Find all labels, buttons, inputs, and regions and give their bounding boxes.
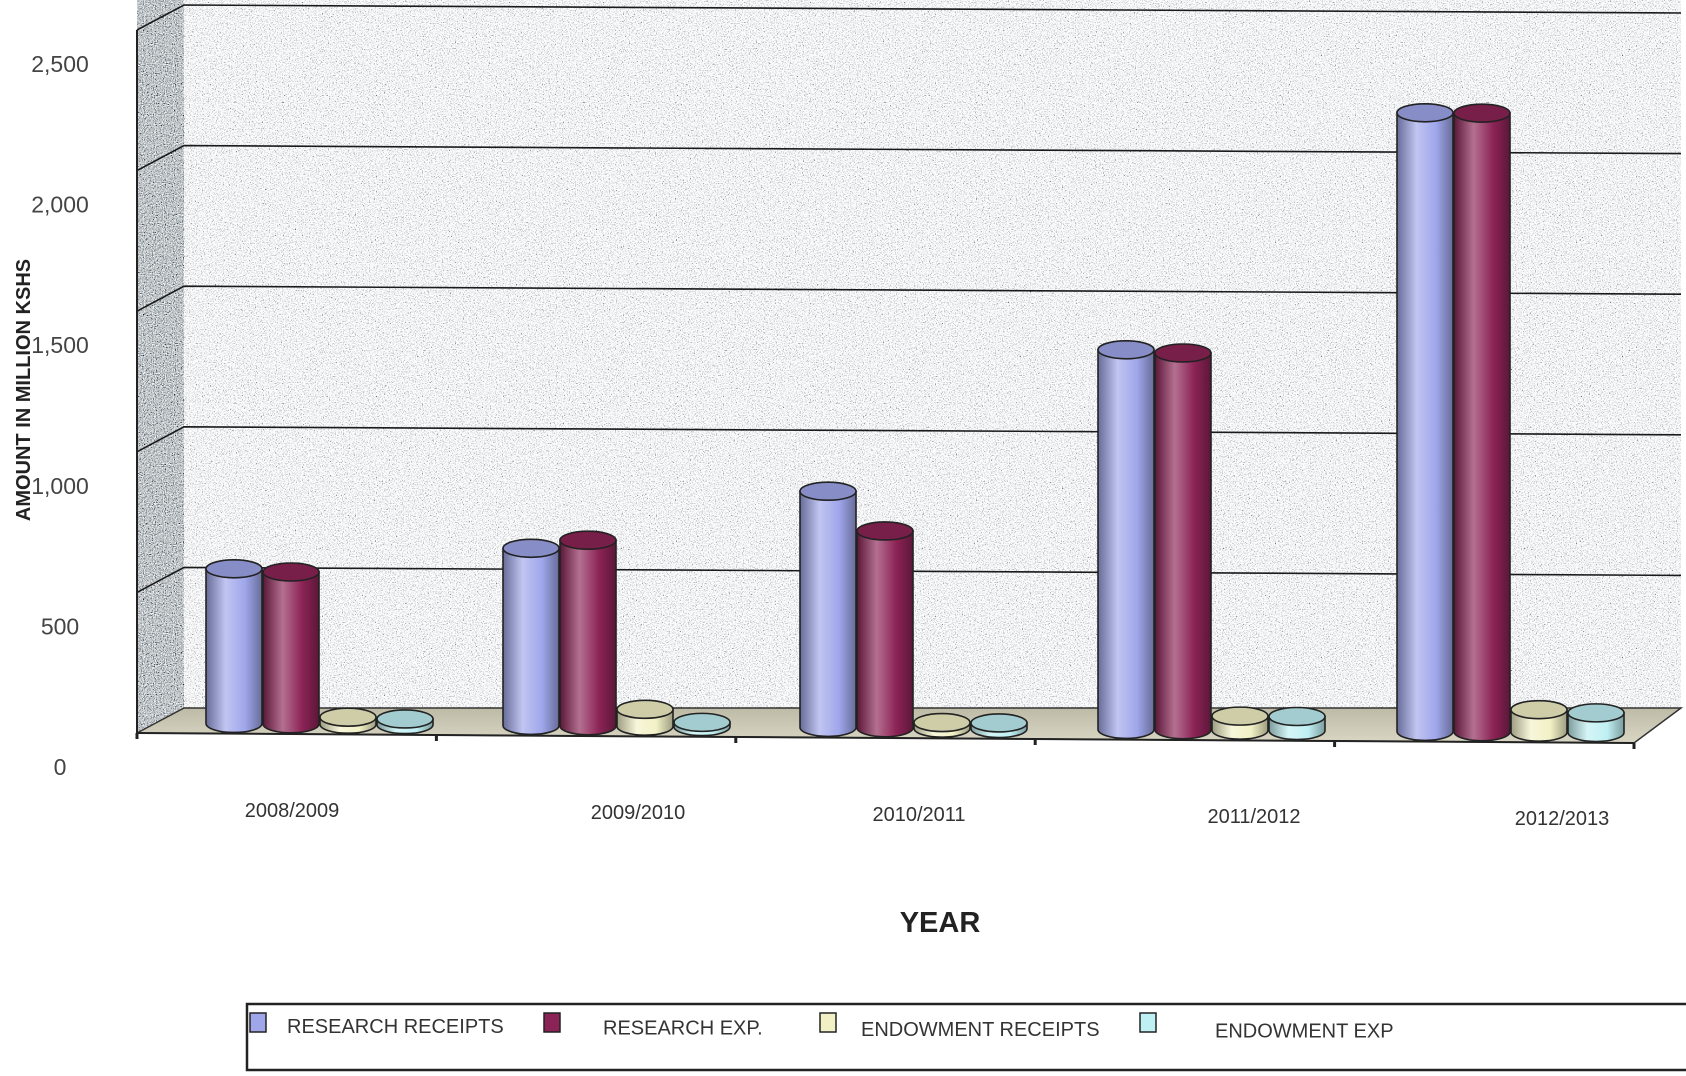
x-axis-label: YEAR	[900, 907, 981, 939]
y-tick-label: 1,500	[31, 332, 89, 358]
legend-box	[245, 1002, 1686, 1072]
bar-cap	[673, 712, 731, 733]
bar-body	[559, 539, 617, 736]
bar-cap	[1097, 339, 1155, 360]
bar-cylinder	[502, 538, 560, 736]
x-tick-label: 2010/2011	[872, 804, 965, 826]
x-tick-label: 2009/2010	[591, 802, 686, 824]
bar-cylinder	[673, 712, 731, 737]
bar-cap	[1268, 706, 1326, 727]
bar-cap	[502, 538, 560, 559]
bar-cylinder	[205, 559, 263, 734]
bar-cap	[1154, 343, 1212, 363]
bar-body	[1396, 111, 1454, 742]
gridline	[136, 144, 1682, 172]
gridline	[136, 285, 1682, 312]
y-axis-label: AMOUNT IN MILLION KSHS	[13, 259, 35, 521]
bar-cylinder	[970, 713, 1028, 739]
bar-cylinder	[1211, 706, 1269, 740]
legend-label: RESEARCH EXP.	[603, 1018, 763, 1040]
x-axis-line	[136, 732, 1635, 744]
y-tick-labels: 0 500 1,000 1,500 2,000 2,500	[31, 51, 89, 780]
bar-cylinder	[856, 521, 914, 738]
bar-cylinder	[319, 707, 377, 735]
bar-cylinder	[1510, 699, 1568, 742]
y-tick-label: 0	[54, 754, 67, 780]
x-tick-label: 2011/2012	[1207, 806, 1300, 828]
bar-cylinder	[376, 709, 434, 735]
bar-cylinder	[559, 530, 617, 736]
bar-cap	[970, 713, 1028, 733]
bar-cylinder	[1453, 103, 1511, 742]
bars	[205, 102, 1625, 743]
bar-cap	[262, 562, 320, 582]
y-tick-label: 2,000	[31, 192, 89, 218]
legend-label: ENDOWMENT RECEIPTS	[861, 1019, 1100, 1041]
legend-swatch	[543, 1012, 561, 1033]
bar-cap	[1396, 102, 1454, 123]
bar-cap	[1567, 703, 1625, 723]
bar-cap	[1510, 699, 1568, 720]
bar-cap	[913, 712, 971, 733]
axes	[135, 30, 1636, 749]
bar-body	[502, 547, 560, 736]
x-tick-label: 2012/2013	[1515, 808, 1610, 830]
bar-cap	[1453, 103, 1511, 123]
bar-cylinder	[616, 699, 674, 737]
bar-body	[1154, 352, 1212, 740]
bar-cap	[799, 481, 857, 502]
side-wall	[137, 0, 184, 733]
x-tick-labels: 2008/2009 2009/2010 2010/2011 2011/2012 2012…	[245, 800, 1610, 830]
legend-swatch	[1139, 1012, 1157, 1033]
y-tick-label: 500	[41, 613, 79, 639]
bar-cylinder	[262, 562, 320, 734]
bar-cap	[319, 707, 377, 727]
bar-cylinder	[799, 481, 857, 738]
back-wall	[184, 0, 1681, 708]
bar-cylinder	[1154, 343, 1212, 740]
x-tick-label: 2008/2009	[245, 800, 340, 822]
bar-cylinder	[1097, 339, 1155, 740]
bar-body	[1097, 348, 1155, 740]
legend-swatch	[249, 1012, 267, 1033]
legend: RESEARCH RECEIPTS RESEARCH EXP. ENDOWMENT …	[245, 1002, 1686, 1072]
bar-cap	[1211, 706, 1269, 726]
bar-cap	[856, 521, 914, 541]
bar-cylinder	[1396, 102, 1454, 742]
y-tick-label: 1,000	[31, 473, 89, 499]
legend-label: RESEARCH RECEIPTS	[287, 1016, 504, 1038]
bar-body	[262, 571, 320, 734]
legend-label: ENDOWMENT EXP	[1215, 1021, 1394, 1043]
bar-body	[1453, 112, 1511, 742]
legend-swatch	[819, 1012, 837, 1033]
bar-cylinder	[913, 712, 971, 738]
gridline	[136, 4, 1682, 31]
bar-cylinder	[1567, 703, 1625, 743]
bar-cap	[559, 530, 617, 551]
bar-cap	[616, 699, 674, 720]
bar-body	[799, 490, 857, 738]
bar-cap	[376, 709, 434, 729]
y-tick-label: 2,500	[31, 51, 89, 77]
bar-cap	[205, 559, 263, 579]
bar-body	[205, 568, 263, 734]
bar-body	[856, 530, 914, 738]
bar-cylinder	[1268, 706, 1326, 741]
